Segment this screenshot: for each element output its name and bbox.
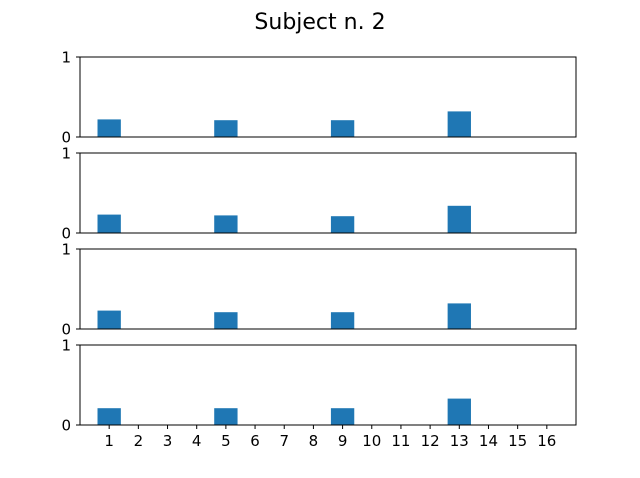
xtick-label-5: 5 <box>221 432 231 450</box>
panel-2: 01 <box>61 145 577 243</box>
xtick-label-1: 1 <box>104 432 114 450</box>
panel-3: 01 <box>61 241 577 339</box>
panel-4: 01 <box>61 337 577 435</box>
xtick-label-4: 4 <box>192 432 202 450</box>
xtick-label-6: 6 <box>250 432 260 450</box>
panel-3-bar-5 <box>214 312 238 329</box>
panel-1-bar-1 <box>97 119 121 137</box>
panel-2-bar-5 <box>214 215 238 233</box>
panel-2-bar-13 <box>447 205 471 233</box>
xtick-label-14: 14 <box>479 432 498 450</box>
panel-4-ytick-label-1: 1 <box>61 337 71 355</box>
panel-3-bar-13 <box>447 303 471 329</box>
xtick-label-13: 13 <box>450 432 469 450</box>
chart-title: Subject n. 2 <box>254 10 385 35</box>
panel-4-ytick-label-0: 0 <box>61 417 71 435</box>
x-axis-ticks: 1 2 3 4 5 6 7 8 9 10 11 12 13 14 15 16 <box>104 425 556 450</box>
xtick-label-8: 8 <box>309 432 319 450</box>
panel-1: 01 <box>61 49 577 147</box>
panel-1-bar-5 <box>214 120 238 137</box>
xtick-label-12: 12 <box>421 432 440 450</box>
panel-1-bar-9 <box>330 120 355 137</box>
panel-3-axes-frame <box>79 248 577 330</box>
panel-2-bar-9 <box>330 216 355 233</box>
panel-4-bar-5 <box>214 408 238 425</box>
xtick-label-10: 10 <box>362 432 381 450</box>
panel-4-bar-1 <box>97 408 121 425</box>
panel-3-ytick-label-1: 1 <box>61 241 71 259</box>
panel-1-ytick-label-0: 0 <box>61 129 71 147</box>
panel-2-ytick-label-1: 1 <box>61 145 71 163</box>
panel-3-bar-9 <box>330 312 355 329</box>
xtick-label-3: 3 <box>163 432 173 450</box>
panel-2-ytick-label-0: 0 <box>61 225 71 243</box>
xtick-label-2: 2 <box>134 432 144 450</box>
xtick-label-9: 9 <box>338 432 348 450</box>
panel-1-ytick-label-1: 1 <box>61 49 71 67</box>
panel-1-axes-frame <box>79 56 577 138</box>
panel-1-bar-13 <box>447 111 471 137</box>
xtick-label-16: 16 <box>537 432 556 450</box>
panel-3-ytick-label-0: 0 <box>61 321 71 339</box>
panel-2-bar-1 <box>97 214 121 233</box>
xtick-label-11: 11 <box>391 432 410 450</box>
panel-4-bar-9 <box>330 408 355 425</box>
xtick-label-7: 7 <box>279 432 289 450</box>
xtick-label-15: 15 <box>508 432 527 450</box>
panel-4-bar-13 <box>447 398 471 425</box>
panel-3-bar-1 <box>97 310 121 329</box>
panel-4-axes-frame <box>79 344 577 426</box>
panel-2-axes-frame <box>79 152 577 234</box>
